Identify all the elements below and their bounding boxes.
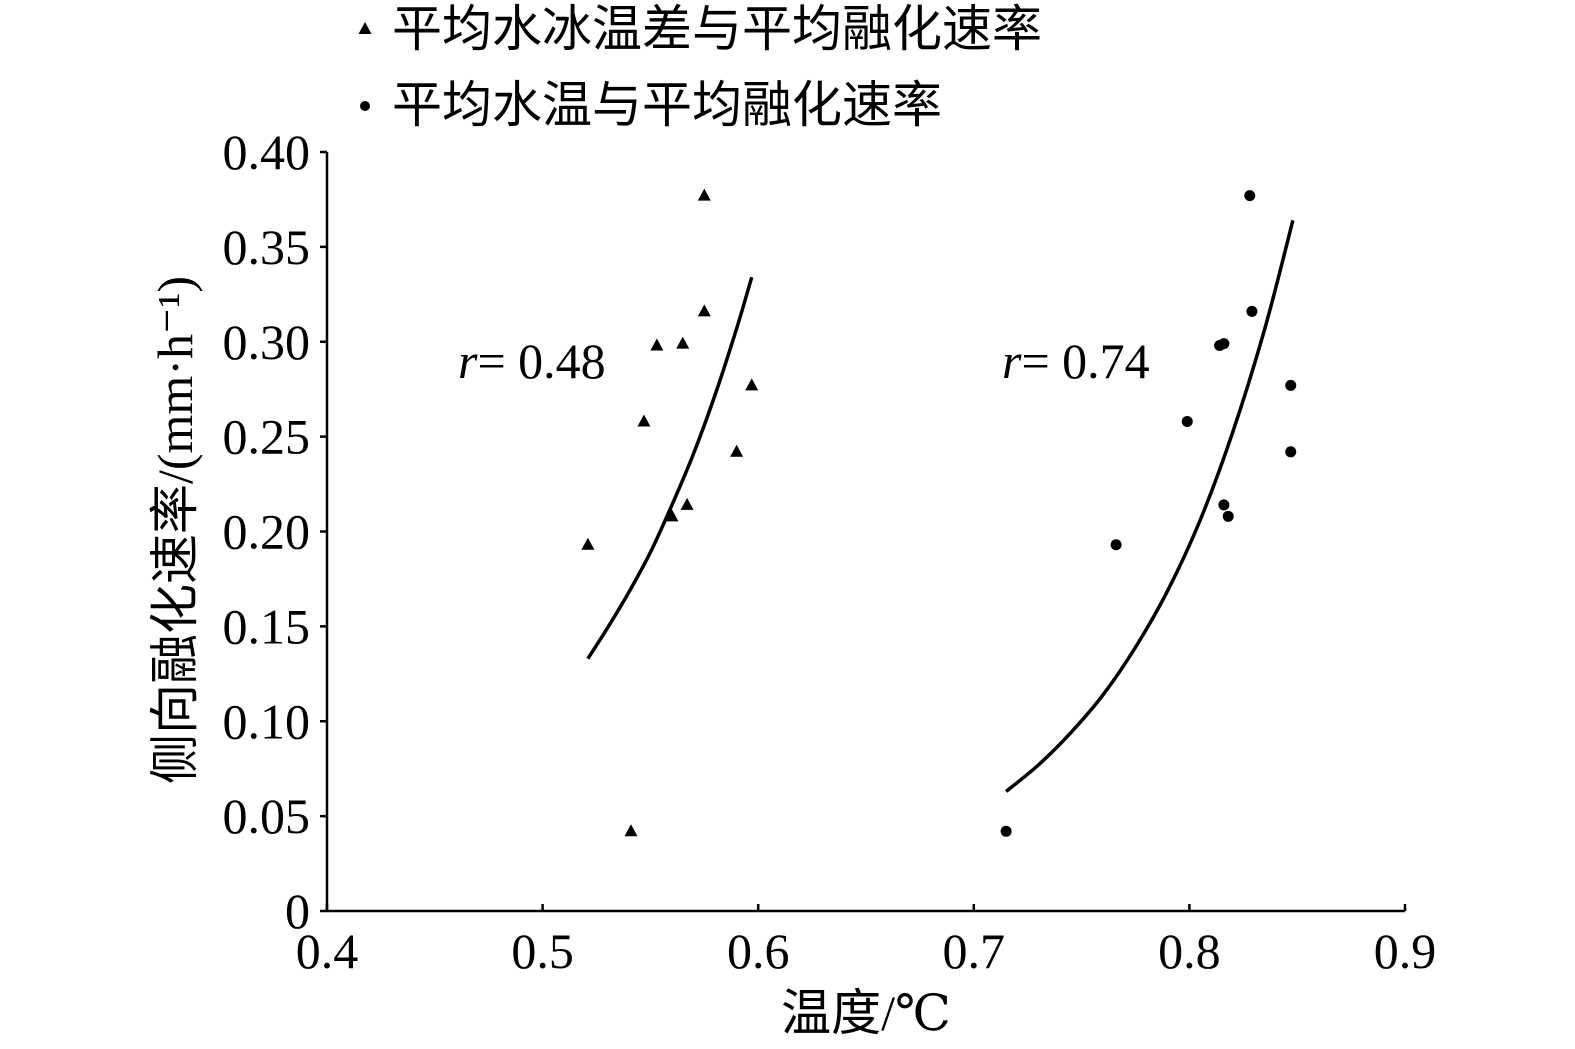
triangle-marker-icon [358,22,372,34]
fit-curve-circle-series [1005,219,1295,793]
legend: 平均水冰温差与平均融化速率 平均水温与平均融化速率 [358,1,1042,133]
scatter-point-circle [1285,446,1297,458]
y-tick-label: 0.15 [223,598,311,654]
circle-marker-icon [360,101,370,111]
x-tick-label: 0.4 [296,923,359,979]
scatter-point-triangle [581,537,595,550]
scatter-point-circle [1244,190,1256,202]
scatter-point-circle [1222,510,1234,522]
x-tick-label: 0.7 [943,923,1006,979]
scatter-point-triangle [745,378,759,391]
scatter-point-circle [1181,415,1193,427]
y-tick-label: 0.30 [223,314,311,370]
legend-entry-circle-series: 平均水温与平均融化速率 [360,77,942,133]
y-axis-label: 侧向融化速率/(mm·h⁻¹) [147,276,203,784]
x-tick-label: 0.8 [1158,923,1221,979]
y-tick-label: 0.10 [223,693,311,749]
scatter-point-triangle [697,188,711,201]
y-tick-label: 0.40 [223,124,311,180]
fit-curves [586,219,1295,793]
scatter-point-circle [1218,499,1230,511]
annotation-variable: r [458,333,478,389]
scatter-point-circle [1285,379,1297,391]
y-tick-label: 0.20 [223,504,311,560]
x-tick-label: 0.9 [1374,923,1437,979]
scatter-point-circle [1218,338,1230,350]
scatter-point-triangle [637,414,651,427]
fit-curve-triangle-series [586,276,754,660]
legend-entry-triangle-series: 平均水冰温差与平均融化速率 [358,1,1042,57]
y-tick-label: 0.25 [223,409,311,465]
scatter-point-triangle [650,338,664,351]
annotation-variable: r [1002,333,1022,389]
legend-label: 平均水温与平均融化速率 [392,77,942,133]
scatter-point-circle [1110,539,1122,551]
y-tick-label: 0.05 [223,788,311,844]
x-axis-label: 温度/℃ [781,985,951,1041]
legend-label: 平均水冰温差与平均融化速率 [392,1,1042,57]
scatter-point-triangle [624,824,638,837]
y-tick-label: 0 [285,883,310,939]
scatter-point-triangle [730,444,744,457]
axis-ticks: 0.4 0.5 0.6 0.7 0.8 0.9 0 0.05 0.10 0.15 0.20 0.25 0… [223,124,1437,979]
data-points [581,188,1297,837]
scatter-point-triangle [665,509,679,522]
x-tick-label: 0.5 [511,923,574,979]
correlation-annotation: r= 0.74 [1002,333,1150,389]
correlation-annotation: r= 0.48 [458,333,606,389]
scatter-point-circle [1000,825,1012,837]
annotation-value: = 0.48 [477,333,605,389]
annotation-value: = 0.74 [1021,333,1149,389]
x-tick-label: 0.6 [727,923,790,979]
scatter-point-triangle [680,497,694,510]
scatter-point-triangle [697,304,711,317]
y-tick-label: 0.35 [223,219,311,275]
scatter-point-circle [1246,305,1258,317]
scatter-point-triangle [676,336,690,349]
